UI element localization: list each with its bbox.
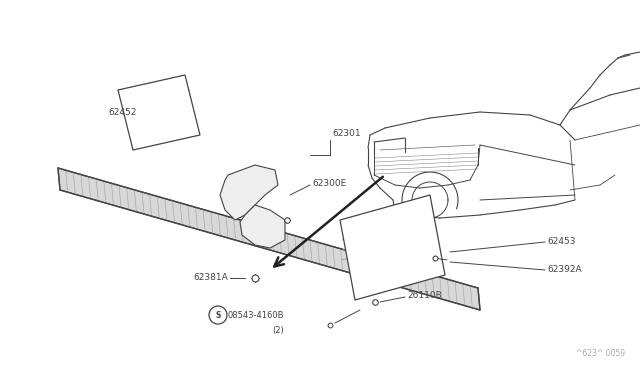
- Text: ^623^ 0059: ^623^ 0059: [576, 349, 625, 358]
- Text: 62300E: 62300E: [312, 179, 346, 187]
- Text: S: S: [215, 311, 221, 320]
- Text: 62453: 62453: [547, 237, 575, 246]
- Polygon shape: [220, 165, 278, 220]
- Circle shape: [209, 306, 227, 324]
- Text: (2): (2): [272, 326, 284, 334]
- Text: 08543-4160B: 08543-4160B: [228, 311, 285, 320]
- Text: 62452: 62452: [109, 108, 137, 116]
- Polygon shape: [58, 168, 480, 310]
- Polygon shape: [118, 75, 200, 150]
- Text: 62301: 62301: [332, 129, 360, 138]
- Polygon shape: [340, 195, 445, 300]
- Polygon shape: [240, 205, 285, 248]
- Text: 62381A: 62381A: [193, 273, 228, 282]
- Text: 26110B: 26110B: [407, 292, 442, 301]
- Text: 62392A: 62392A: [547, 266, 582, 275]
